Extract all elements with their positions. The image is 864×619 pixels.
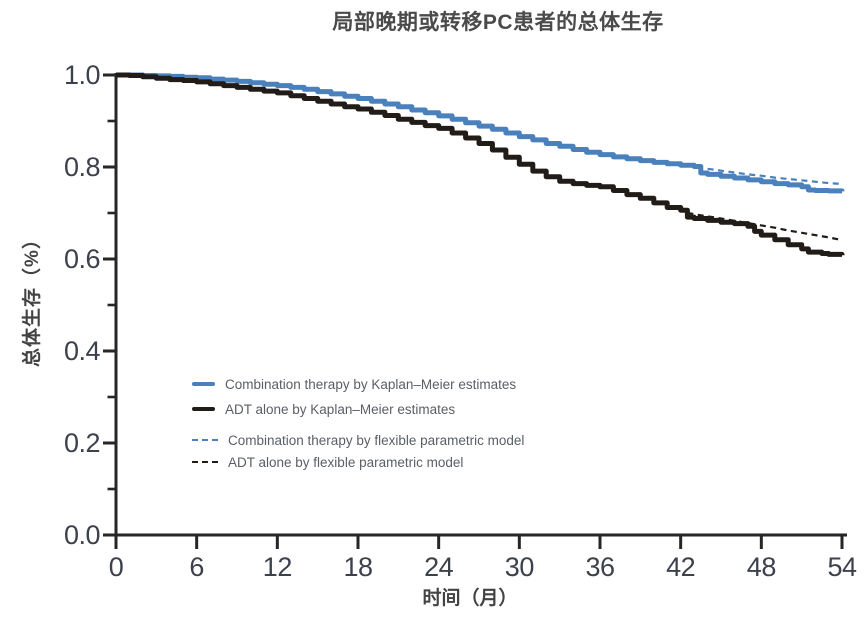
x-tick-label: 6 bbox=[189, 552, 204, 582]
x-axis-label: 时间（月） bbox=[422, 588, 518, 609]
y-tick-label: 0.6 bbox=[63, 244, 101, 274]
y-tick-label: 0.2 bbox=[63, 428, 101, 458]
x-tick-label: 48 bbox=[746, 552, 777, 582]
x-tick-label: 0 bbox=[108, 552, 124, 582]
y-tick-label: 0.8 bbox=[63, 152, 101, 182]
x-tick-label: 12 bbox=[262, 552, 293, 582]
y-tick-label: 0.4 bbox=[63, 336, 101, 366]
x-tick-label: 42 bbox=[666, 552, 696, 582]
x-tick-label: 36 bbox=[585, 552, 615, 582]
x-tick-label: 54 bbox=[827, 552, 857, 582]
curve-adt-km bbox=[116, 72, 845, 257]
chart-title: 局部晚期或转移PC患者的总体生存 bbox=[332, 11, 664, 34]
curve-adt-parametric bbox=[687, 211, 843, 242]
y-tick-label: 1.0 bbox=[63, 60, 101, 90]
curve-combination-parametric bbox=[707, 167, 843, 186]
curve-combination-km bbox=[116, 72, 845, 194]
x-tick-label: 18 bbox=[343, 552, 373, 582]
y-tick-label: 0.0 bbox=[63, 520, 101, 550]
x-tick-label: 24 bbox=[424, 552, 454, 582]
x-tick-label: 30 bbox=[504, 552, 535, 582]
